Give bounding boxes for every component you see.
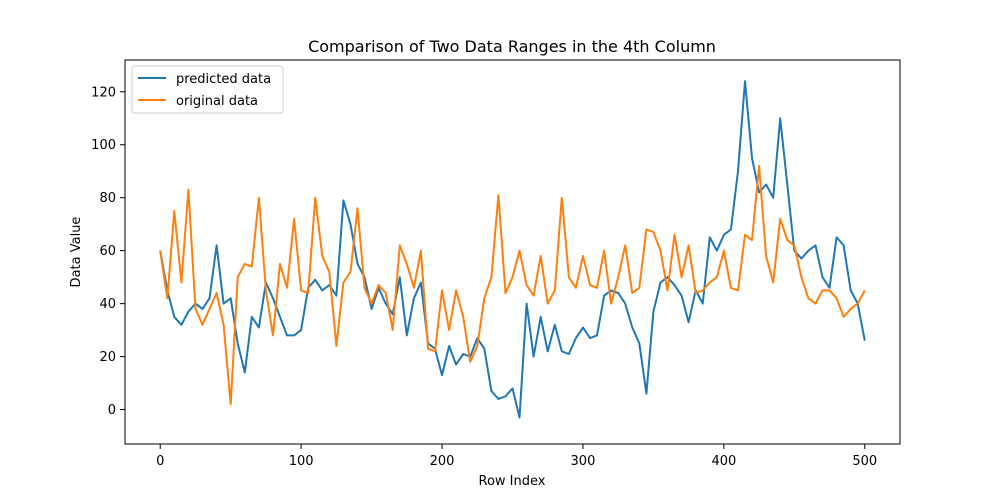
y-axis-label: Data Value	[69, 217, 84, 288]
x-tick-label: 500	[852, 454, 877, 469]
x-tick-label: 100	[289, 454, 314, 469]
legend: predicted data original data	[131, 65, 284, 114]
x-tick-label: 0	[156, 454, 164, 469]
chart-title: Comparison of Two Data Ranges in the 4th…	[308, 37, 716, 56]
legend-box	[131, 65, 284, 114]
plot-area	[124, 59, 901, 445]
x-tick-label: 200	[430, 454, 455, 469]
x-axis-label: Row Index	[479, 474, 546, 489]
y-tick-label: 100	[91, 138, 116, 153]
series-line-1	[159, 164, 866, 406]
x-tick-label: 400	[711, 454, 736, 469]
y-axis: 0 20 40 60 80 100 120	[91, 85, 125, 418]
y-tick-label: 120	[91, 85, 116, 100]
x-tick-label: 300	[571, 454, 596, 469]
y-tick-label: 0	[108, 403, 116, 418]
y-tick-label: 40	[99, 297, 116, 312]
y-tick-label: 80	[99, 191, 116, 206]
legend-label: predicted data	[176, 72, 271, 87]
x-axis: 0 100 200 300 400 500	[156, 444, 877, 469]
y-tick-label: 20	[99, 350, 116, 365]
series-line-0	[159, 80, 866, 419]
y-tick-label: 60	[99, 244, 116, 259]
legend-label: original data	[176, 94, 258, 109]
